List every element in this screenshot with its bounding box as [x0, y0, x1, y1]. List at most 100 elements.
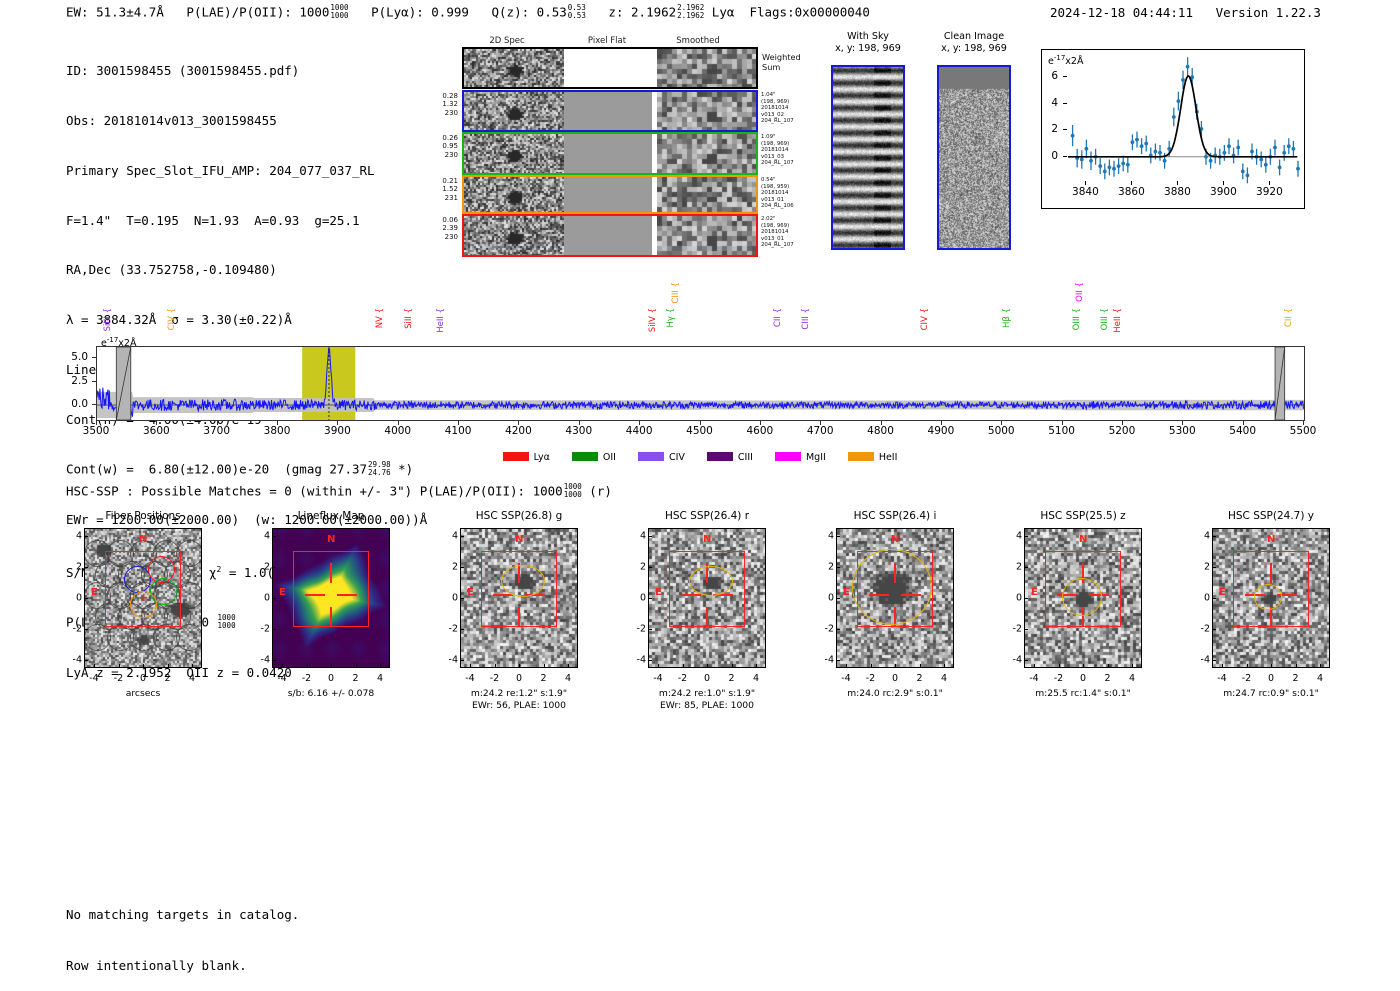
cutout-xtick-label: -4	[89, 673, 99, 684]
legend-item: HeII	[847, 452, 897, 463]
spectrum-xtick	[337, 421, 339, 425]
spectrum-line-label-civ: CIV {	[166, 308, 177, 331]
hsc-ssp-match-line: HSC-SSP : Possible Matches = 0 (within +…	[66, 483, 612, 499]
spectrum-xtick-label: 5100	[1048, 425, 1075, 437]
cutout-xtick-label: -4	[841, 673, 851, 684]
cutout-caption-line1: arcsecs	[125, 688, 161, 699]
cutout-ytick-label: -4	[260, 654, 270, 666]
flags-label: Flags:0x00000040	[749, 4, 870, 20]
legend-swatch	[637, 452, 664, 461]
center-crosshair	[518, 607, 520, 627]
spectrum-xtick	[880, 421, 882, 425]
center-crosshair	[706, 607, 708, 627]
cutout-ytick-label: 4	[639, 530, 646, 542]
hsc-plae-range: 1000 1000	[563, 482, 582, 499]
cutout-caption: m:24.2 re:1.2" s:1.9" EWr: 56, PLAE: 1000	[434, 688, 604, 712]
spec2d-row-right-meta: 1.09" (198, 969) 20181014 v013_03 204_RL…	[761, 134, 794, 167]
legend-swatch	[706, 452, 733, 461]
cutout-xtick-label: -2	[301, 673, 312, 684]
spectrum-xtick	[96, 421, 97, 425]
cutout-ytick-label: 0	[75, 592, 82, 604]
cutout-xtick-label: -4	[465, 673, 475, 684]
cutout-xtick	[543, 664, 545, 668]
cutout-xtick	[380, 664, 381, 668]
north-label: N	[891, 534, 900, 545]
legend-item: MgII	[774, 452, 826, 463]
legend-label: MgII	[805, 452, 826, 463]
cutout-xtick-label: -2	[865, 673, 876, 684]
cutout-ytick	[84, 598, 88, 599]
source-ellipse	[1062, 578, 1102, 616]
cutout-image-clean	[937, 65, 1011, 250]
cutout-caption-line2: EWr: 56, PLAE: 1000	[472, 700, 566, 711]
spectrum-line-label-siiv: SiIV {	[648, 308, 659, 333]
cutout-ytick	[460, 598, 464, 599]
cutout-image-sky	[831, 65, 905, 250]
east-label: E	[1031, 587, 1038, 598]
cutout-ytick	[272, 567, 276, 568]
ew-label: EW:	[66, 4, 89, 20]
cutout-ytick-label: 4	[451, 530, 458, 542]
spec2d-cell-gap	[652, 49, 657, 87]
spec2d-cell-2dspec	[464, 134, 564, 173]
spectrum-xtick	[940, 421, 942, 425]
spec2d-row-right-meta: 0.54" (198, 959) 20181014 v013_01 204_RL…	[761, 177, 794, 210]
center-crosshair	[1270, 563, 1272, 583]
spectrum-line-label-ciii: CIII {	[800, 308, 811, 330]
source-ellipse	[501, 565, 545, 597]
spectrum-xtick	[1303, 421, 1304, 425]
spectrum-line-label-hβ: Hβ {	[1001, 308, 1012, 328]
cutout-ytick	[836, 536, 840, 537]
cutout-xtick-label: -4	[653, 673, 663, 684]
cutout-xtick	[1034, 664, 1035, 668]
cutout-panel-title: HSC SSP(26.4) i	[853, 510, 937, 522]
spectrum-xtick-label: 4300	[565, 425, 593, 437]
full-spectrum-plot	[96, 346, 1305, 421]
cutout-caption: m:24.7 rc:0.9" s:0.1"	[1186, 688, 1356, 700]
cutout-ytick-label: -4	[1012, 654, 1022, 666]
north-label: N	[1079, 534, 1088, 545]
east-label: E	[843, 587, 850, 598]
center-crosshair	[525, 594, 545, 596]
spec2d-cell-2dspec	[464, 49, 564, 87]
fit-ytick-label: 0	[1051, 149, 1058, 162]
cutout-ytick	[1212, 598, 1216, 599]
center-marker: +	[139, 591, 149, 604]
cutout-ytick-label: 0	[1203, 592, 1210, 604]
spectrum-xtick-label: 3800	[263, 425, 291, 437]
cutout-xtick	[306, 664, 308, 668]
spec2d-cell-smoothed	[657, 177, 756, 212]
cutout-xtick-label: 4	[1128, 673, 1136, 684]
plae-label: P(LAE)/P(OII):	[186, 4, 292, 20]
info-redshifts: LyA z = 2.1952 OII z = 0.0420	[66, 664, 292, 680]
fit-xtick-label: 3880	[1164, 186, 1191, 198]
cutout-caption-line1: m:25.5 rc:1.4" s:0.1"	[1035, 688, 1131, 699]
cutout-ytick-label: 4	[1015, 530, 1022, 542]
footer-notes: No matching targets in catalog. Row inte…	[66, 872, 299, 991]
spectrum-xtick-label: 5500	[1289, 425, 1317, 437]
cutout-xtick-label: 0	[891, 673, 899, 684]
spectrum-line-label-oiii: OIII {	[1072, 308, 1083, 331]
spectrum-xtick-label: 5200	[1108, 425, 1136, 437]
cutout-ytick	[836, 567, 840, 568]
cutout-ytick-label: 0	[639, 592, 646, 604]
cutout-xtick-label: 4	[1316, 673, 1324, 684]
cutout-xtick-label: 0	[139, 673, 147, 684]
center-crosshair	[493, 594, 513, 596]
spectrum-units-label: e-17x2Å	[101, 336, 137, 350]
fit-ytick	[1063, 129, 1067, 131]
spec2d-weighted-sum-label: Weighted Sum	[762, 52, 801, 72]
cutout-ytick-label: 4	[827, 530, 834, 542]
emission-line-fit-plot: e-17x2Å	[1041, 49, 1305, 209]
spectrum-ytick	[92, 357, 96, 359]
source-ellipse	[852, 549, 932, 625]
cutout-xtick-label: 2	[916, 673, 923, 684]
spec2d-cell-2dspec	[464, 92, 564, 130]
qz-value: 0.53	[536, 4, 567, 20]
cutout-xtick	[192, 664, 193, 668]
cutout-ytick-label: 2	[263, 561, 270, 573]
cutout-ytick	[272, 629, 276, 630]
